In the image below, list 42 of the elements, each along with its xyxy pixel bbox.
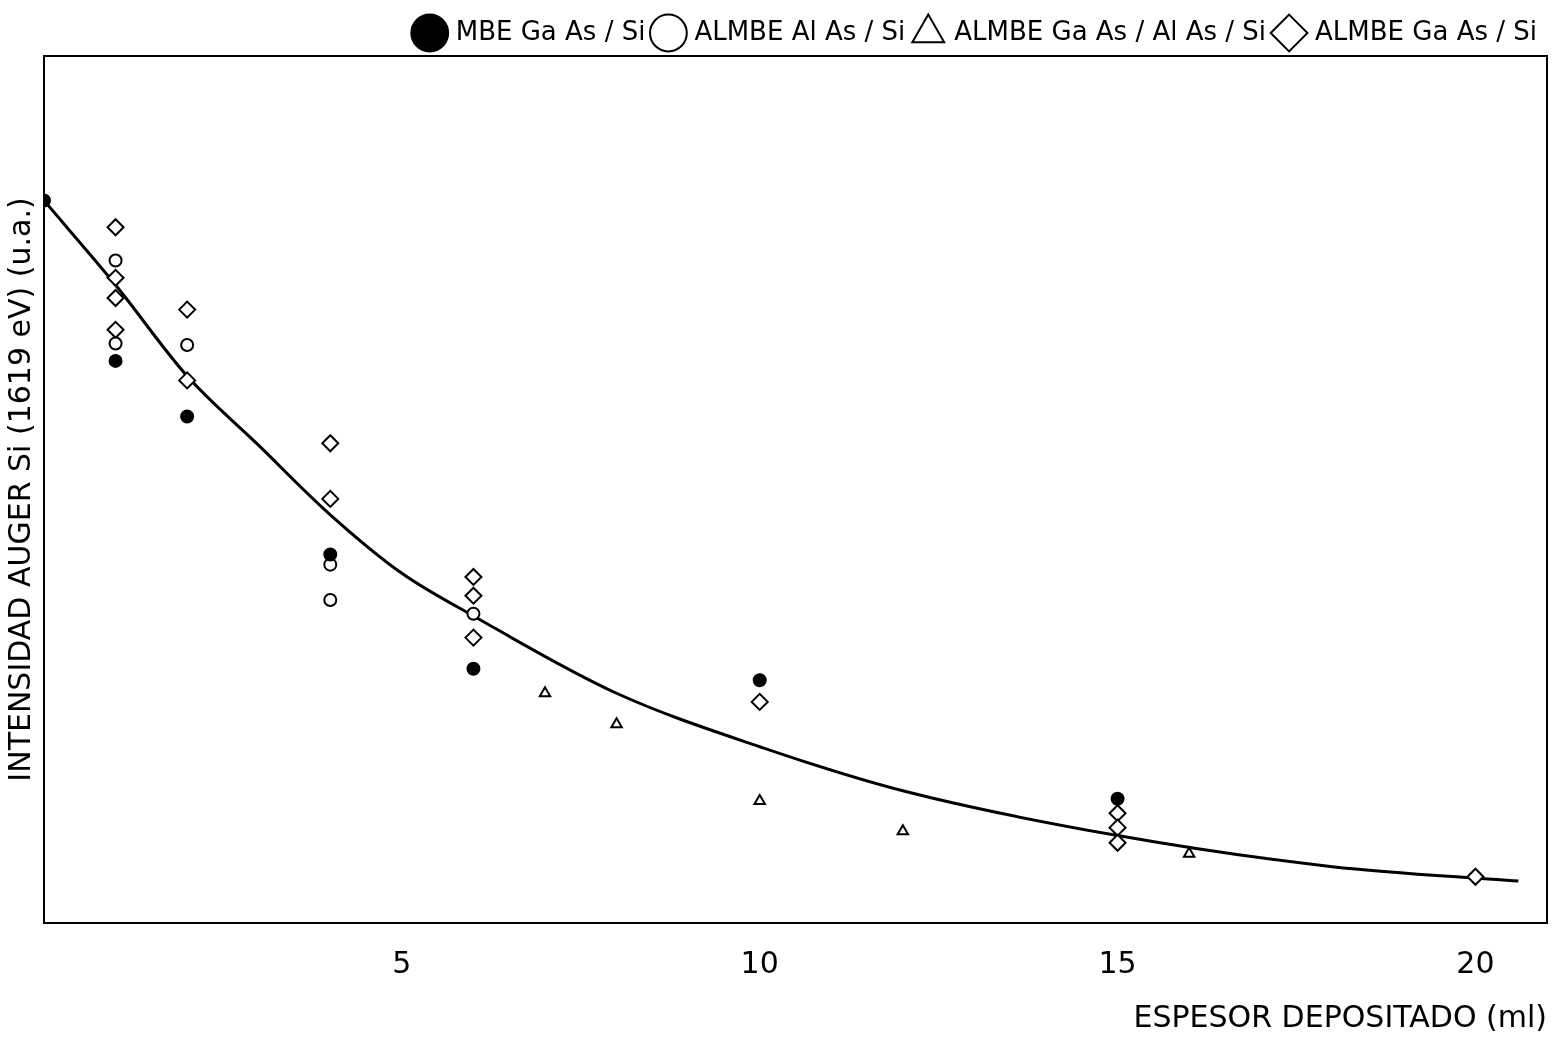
legend-label: ALMBE Al As / Si [694, 15, 906, 46]
point [896, 824, 910, 836]
point [1108, 833, 1127, 852]
point [464, 586, 483, 605]
point [180, 409, 195, 424]
point [538, 686, 552, 698]
point [466, 661, 481, 676]
point [180, 338, 195, 352]
point [750, 692, 769, 711]
point [464, 567, 483, 586]
point [106, 218, 125, 237]
point [1466, 867, 1485, 886]
legend-label: MBE Ga As / Si [455, 15, 646, 46]
point [108, 353, 123, 368]
x-tick-label: 5 [392, 944, 412, 980]
point [323, 547, 338, 562]
point [106, 289, 125, 308]
point [464, 628, 483, 647]
point [178, 300, 197, 319]
point [321, 434, 340, 453]
x-axis-title: ESPESOR DEPOSITADO (ml) [1133, 998, 1547, 1034]
legend-label: ALMBE Ga As / Al As / Si [954, 15, 1267, 46]
point [1110, 791, 1125, 806]
point [178, 371, 197, 390]
point [108, 336, 123, 351]
legend-label: ALMBE Ga As / Si [1315, 15, 1538, 46]
point [108, 253, 123, 268]
point [1182, 846, 1196, 858]
x-tick-label: 15 [1098, 944, 1137, 980]
point [752, 673, 767, 688]
point [466, 606, 481, 621]
point [753, 793, 766, 805]
x-tick-label: 10 [740, 944, 779, 980]
point [106, 320, 125, 339]
point [1108, 818, 1127, 837]
point [610, 717, 623, 729]
x-tick-label: 20 [1456, 944, 1495, 980]
point [106, 268, 125, 287]
y-axis-title: INTENSIDAD AUGER Si (1619 eV) (u.a.) [1, 197, 37, 782]
point [1108, 804, 1127, 823]
point [321, 489, 340, 508]
point [323, 593, 338, 608]
